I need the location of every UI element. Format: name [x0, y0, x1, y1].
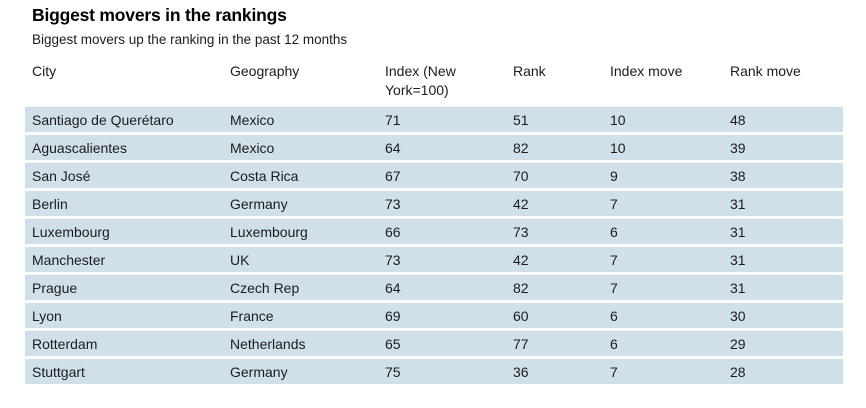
cell-geography: Costa Rica	[230, 167, 299, 184]
table-row: Stuttgart Germany 75 36 7 28	[25, 359, 843, 384]
column-header-index-label: Index (New York=100)	[385, 63, 456, 98]
cell-city: Stuttgart	[32, 363, 85, 380]
column-header-city: City	[32, 63, 57, 79]
cell-index-move: 7	[610, 251, 618, 268]
table-row: Berlin Germany 73 42 7 31	[25, 191, 843, 216]
table-row: Rotterdam Netherlands 65 77 6 29	[25, 331, 843, 356]
figure-subtitle: Biggest movers up the ranking in the pas…	[32, 32, 348, 47]
cell-city: San José	[32, 167, 91, 184]
cell-index: 73	[385, 195, 401, 212]
cell-index: 71	[385, 111, 401, 128]
cell-city: Berlin	[32, 195, 68, 212]
cell-index: 65	[385, 335, 401, 352]
cell-rank-move: 31	[730, 195, 746, 212]
column-header-index-move: Index move	[610, 63, 683, 79]
table-header-row: City Geography Index (New York=100) Rank…	[25, 62, 843, 100]
cell-rank-move: 31	[730, 251, 746, 268]
column-header-geography: Geography	[230, 63, 300, 79]
cell-rank: 42	[513, 195, 529, 212]
cell-rank-move: 31	[730, 279, 746, 296]
cell-index: 64	[385, 139, 401, 156]
cell-index: 73	[385, 251, 401, 268]
cell-rank: 77	[513, 335, 529, 352]
column-header-rank-move: Rank move	[730, 63, 801, 79]
cell-index-move: 7	[610, 363, 618, 380]
cell-index-move: 6	[610, 223, 618, 240]
cell-city: Santiago de Querétaro	[32, 111, 174, 128]
cell-index-move: 10	[610, 139, 626, 156]
cell-rank: 82	[513, 139, 529, 156]
cell-rank-move: 30	[730, 307, 746, 324]
cell-index: 66	[385, 223, 401, 240]
cell-rank-move: 48	[730, 111, 746, 128]
table-row: Prague Czech Rep 64 82 7 31	[25, 275, 843, 300]
cell-rank: 82	[513, 279, 529, 296]
cell-geography: Mexico	[230, 139, 275, 156]
cell-rank: 36	[513, 363, 529, 380]
cell-geography: France	[230, 307, 274, 324]
cell-rank: 70	[513, 167, 529, 184]
cell-city: Prague	[32, 279, 78, 296]
cell-index: 64	[385, 279, 401, 296]
cell-city: Lyon	[32, 307, 62, 324]
cell-index: 67	[385, 167, 401, 184]
cell-city: Aguascalientes	[32, 139, 127, 156]
table-row: Aguascalientes Mexico 64 82 10 39	[25, 135, 843, 160]
cell-rank: 60	[513, 307, 529, 324]
cell-geography: Germany	[230, 195, 288, 212]
cell-rank: 51	[513, 111, 529, 128]
cell-index-move: 7	[610, 195, 618, 212]
cell-rank-move: 29	[730, 335, 746, 352]
cell-rank-move: 38	[730, 167, 746, 184]
cell-geography: Netherlands	[230, 335, 306, 352]
table-row: San José Costa Rica 67 70 9 38	[25, 163, 843, 188]
cell-rank: 73	[513, 223, 529, 240]
cell-rank-move: 39	[730, 139, 746, 156]
cell-index-move: 6	[610, 335, 618, 352]
table-body: Santiago de Querétaro Mexico 71 51 10 48…	[25, 107, 843, 387]
table-row: Manchester UK 73 42 7 31	[25, 247, 843, 272]
cell-rank-move: 28	[730, 363, 746, 380]
cell-rank-move: 31	[730, 223, 746, 240]
cell-city: Manchester	[32, 251, 106, 268]
cell-geography: UK	[230, 251, 250, 268]
cell-index-move: 6	[610, 307, 618, 324]
table-row: Luxembourg Luxembourg 66 73 6 31	[25, 219, 843, 244]
cell-rank: 42	[513, 251, 529, 268]
cell-index: 75	[385, 363, 401, 380]
cell-geography: Czech Rep	[230, 279, 300, 296]
cell-geography: Germany	[230, 363, 288, 380]
cell-index-move: 10	[610, 111, 626, 128]
cell-geography: Mexico	[230, 111, 275, 128]
cell-city: Rotterdam	[32, 335, 98, 352]
cell-geography: Luxembourg	[230, 223, 308, 240]
figure-title: Biggest movers in the rankings	[32, 5, 287, 25]
table-row: Santiago de Querétaro Mexico 71 51 10 48	[25, 107, 843, 132]
cell-index-move: 9	[610, 167, 618, 184]
cell-index: 69	[385, 307, 401, 324]
column-header-rank: Rank	[513, 63, 546, 79]
cell-index-move: 7	[610, 279, 618, 296]
table-row: Lyon France 69 60 6 30	[25, 303, 843, 328]
cell-city: Luxembourg	[32, 223, 110, 240]
column-header-index: Index (New York=100)	[385, 62, 513, 100]
